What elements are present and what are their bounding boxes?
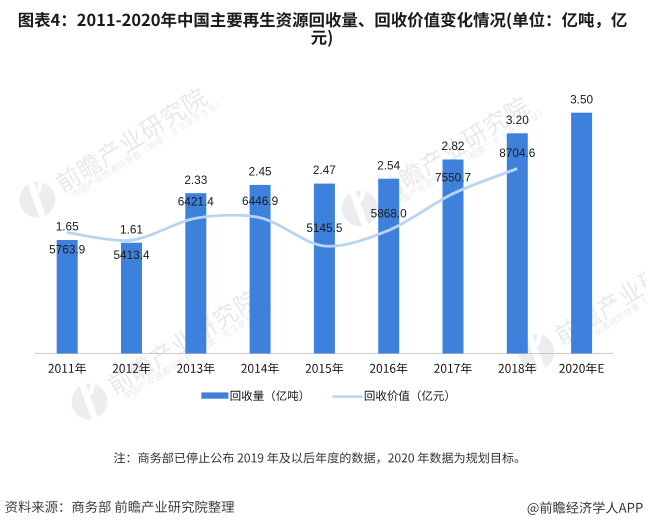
svg-text:5868.0: 5868.0 <box>371 207 408 221</box>
svg-text:1.65: 1.65 <box>56 220 79 234</box>
svg-text:8704.6: 8704.6 <box>499 146 536 160</box>
svg-text:2.45: 2.45 <box>249 165 272 179</box>
svg-text:5145.5: 5145.5 <box>306 221 343 235</box>
svg-text:2.33: 2.33 <box>184 173 207 187</box>
svg-text:1.61: 1.61 <box>120 222 143 236</box>
svg-text:2.54: 2.54 <box>377 158 400 172</box>
svg-text:6421.4: 6421.4 <box>178 194 215 208</box>
svg-text:5413.4: 5413.4 <box>113 248 150 262</box>
svg-text:5763.9: 5763.9 <box>49 243 85 257</box>
svg-text:2.47: 2.47 <box>313 163 336 177</box>
svg-text:3.20: 3.20 <box>506 113 529 127</box>
svg-text:3.50: 3.50 <box>570 92 593 106</box>
svg-text:7550.7: 7550.7 <box>435 171 471 185</box>
svg-text:2.82: 2.82 <box>442 139 465 153</box>
svg-text:6446.9: 6446.9 <box>242 194 278 208</box>
